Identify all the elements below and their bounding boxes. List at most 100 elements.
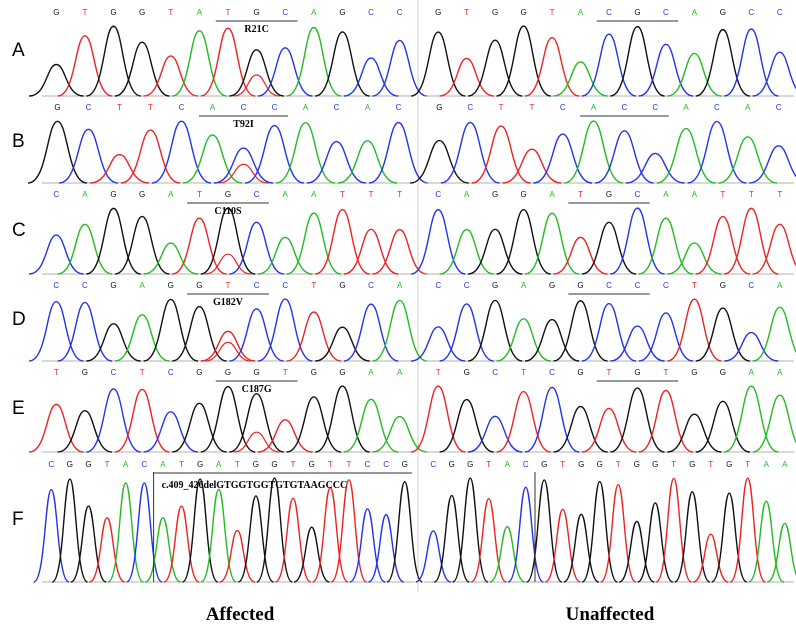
base-call: G: [139, 8, 145, 17]
base-call: C: [435, 281, 441, 290]
base-call: G: [225, 190, 231, 199]
base-call: G: [449, 460, 455, 469]
base-call: T: [745, 460, 750, 469]
base-call: A: [692, 8, 698, 17]
base-call: A: [397, 368, 403, 377]
mutation-label: G182V: [213, 297, 244, 308]
base-call: T: [560, 460, 565, 469]
base-call: T: [749, 190, 754, 199]
base-call: T: [521, 368, 526, 377]
base-call: C: [622, 103, 628, 112]
base-call: T: [464, 8, 469, 17]
base-call: G: [196, 281, 202, 290]
base-call: A: [549, 190, 555, 199]
base-call: C: [560, 103, 566, 112]
row-label: E: [12, 398, 25, 419]
base-call: A: [777, 368, 783, 377]
base-call: A: [82, 190, 88, 199]
base-call: G: [464, 368, 470, 377]
base-call: G: [606, 190, 612, 199]
base-call: G: [339, 8, 345, 17]
base-call: G: [689, 460, 695, 469]
base-call: T: [616, 460, 621, 469]
base-call: T: [105, 460, 110, 469]
base-call: A: [139, 281, 145, 290]
base-call: C: [86, 103, 92, 112]
base-call: T: [140, 368, 145, 377]
base-call: G: [720, 8, 726, 17]
unaffected-label: Unaffected: [566, 604, 655, 625]
base-call: G: [309, 460, 315, 469]
base-call: A: [777, 281, 783, 290]
base-call: G: [726, 460, 732, 469]
base-call: T: [529, 103, 534, 112]
base-call: G: [435, 8, 441, 17]
base-call: C: [383, 460, 389, 469]
base-call: A: [764, 460, 770, 469]
base-call: C: [492, 368, 498, 377]
base-call: G: [67, 460, 73, 469]
base-call: C: [334, 103, 340, 112]
mutation-label: R21C: [244, 24, 268, 35]
base-call: C: [111, 368, 117, 377]
base-call: T: [117, 103, 122, 112]
mutation-label: T92I: [233, 119, 254, 130]
base-call: C: [368, 8, 374, 17]
row-label: A: [12, 40, 25, 61]
base-call: T: [82, 8, 87, 17]
base-call: G: [168, 281, 174, 290]
base-call: C: [282, 8, 288, 17]
base-call: G: [271, 460, 277, 469]
base-call: G: [541, 460, 547, 469]
base-call: T: [671, 460, 676, 469]
base-call: G: [110, 8, 116, 17]
base-call: T: [607, 368, 612, 377]
base-call: T: [720, 190, 725, 199]
base-call: G: [492, 190, 498, 199]
base-call: G: [225, 368, 231, 377]
base-call: C: [663, 281, 669, 290]
base-call: G: [720, 281, 726, 290]
base-call: G: [720, 368, 726, 377]
base-call: T: [283, 368, 288, 377]
base-call: T: [692, 281, 697, 290]
base-call: C: [179, 103, 185, 112]
figure: Affected Unaffected AGTGGTATGCAGCCR21CGT…: [0, 0, 796, 632]
base-call: C: [282, 281, 288, 290]
base-call: C: [53, 190, 59, 199]
base-call: T: [226, 8, 231, 17]
row-label: F: [12, 509, 24, 530]
base-call: G: [577, 281, 583, 290]
base-call: G: [339, 281, 345, 290]
base-call: G: [597, 460, 603, 469]
base-call: C: [82, 281, 88, 290]
base-call: C: [635, 190, 641, 199]
row-label: C: [12, 220, 26, 241]
base-call: T: [369, 190, 374, 199]
base-call: T: [777, 190, 782, 199]
base-call: C: [635, 281, 641, 290]
base-call: G: [652, 460, 658, 469]
base-call: A: [782, 460, 788, 469]
base-call: T: [486, 460, 491, 469]
base-call: G: [110, 281, 116, 290]
row-label: B: [12, 131, 25, 152]
base-call: G: [139, 190, 145, 199]
base-call: C: [776, 103, 782, 112]
base-call: T: [311, 281, 316, 290]
base-call: A: [123, 460, 129, 469]
base-call: C: [748, 8, 754, 17]
base-call: G: [691, 368, 697, 377]
base-call: T: [197, 190, 202, 199]
base-call: G: [492, 8, 498, 17]
base-call: C: [777, 8, 783, 17]
base-call: G: [634, 368, 640, 377]
base-call: G: [520, 190, 526, 199]
base-call: T: [226, 281, 231, 290]
base-call: C: [523, 460, 529, 469]
base-call: C: [606, 281, 612, 290]
base-call: A: [160, 460, 166, 469]
base-call: G: [634, 8, 640, 17]
base-call: T: [550, 8, 555, 17]
base-call: C: [397, 8, 403, 17]
